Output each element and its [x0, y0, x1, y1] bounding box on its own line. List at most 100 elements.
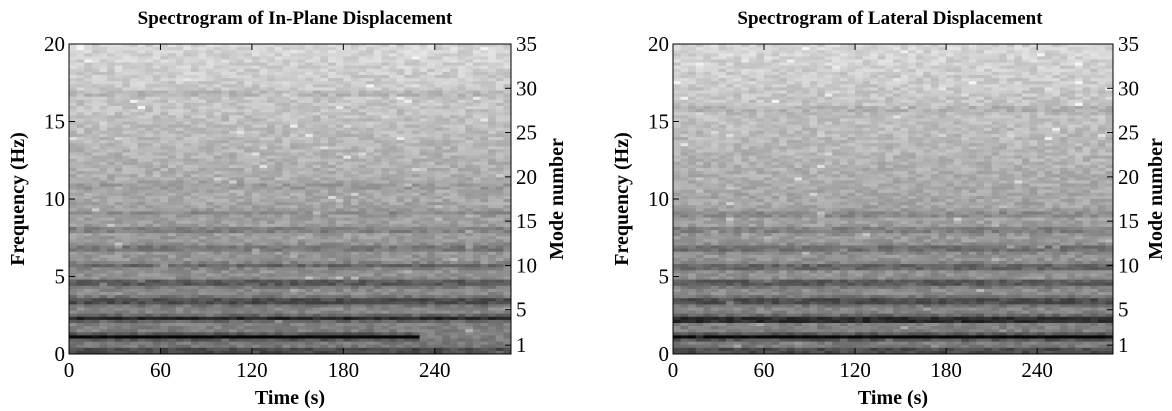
heatmap-cell: [457, 71, 466, 76]
heatmap-cell: [434, 183, 443, 187]
heatmap-cell: [434, 50, 443, 54]
heatmap-cell: [320, 174, 329, 178]
heatmap-cell: [335, 301, 344, 305]
heatmap-cell: [442, 171, 451, 175]
heatmap-cell: [183, 109, 192, 113]
heatmap-cell: [290, 124, 299, 129]
heatmap-cell: [472, 143, 481, 147]
heatmap-cell: [91, 177, 100, 181]
heatmap-cell: [427, 174, 436, 178]
heatmap-cell: [99, 84, 108, 88]
heatmap-cell: [175, 248, 184, 253]
heatmap-cell: [366, 223, 375, 228]
heatmap-cell: [457, 251, 466, 256]
heatmap-cell: [358, 174, 367, 178]
heatmap-cell: [251, 189, 260, 194]
heatmap-cell: [297, 133, 306, 138]
heatmap-cell: [229, 301, 238, 305]
heatmap-cell: [373, 78, 382, 82]
heatmap-cell: [465, 251, 474, 256]
heatmap-cell: [335, 276, 344, 280]
heatmap-cell: [168, 130, 177, 135]
heatmap-cell: [465, 217, 474, 222]
heatmap-cell: [183, 93, 192, 98]
heatmap-cell: [152, 112, 161, 116]
heatmap-cell: [328, 68, 337, 73]
heatmap-cell: [183, 56, 192, 60]
heatmap-cell: [480, 295, 489, 299]
heatmap-cell: [244, 44, 253, 48]
heatmap-cell: [358, 106, 367, 110]
heatmap-cell: [221, 183, 230, 187]
heatmap-cell: [290, 81, 299, 85]
heatmap-cell: [137, 130, 146, 135]
heatmap-cell: [244, 307, 253, 311]
heatmap-cell: [305, 248, 314, 253]
heatmap-cell: [282, 127, 291, 132]
heatmap-cell: [236, 295, 245, 299]
heatmap-cell: [396, 282, 405, 287]
heatmap-cell: [480, 143, 489, 147]
heatmap-cell: [419, 47, 428, 51]
heatmap-cell: [183, 161, 192, 166]
heatmap-cell: [206, 44, 215, 48]
heatmap-cell: [244, 93, 253, 98]
heatmap-cell: [152, 186, 161, 191]
heatmap-cell: [472, 183, 481, 187]
heatmap-cell: [122, 242, 131, 246]
heatmap-cell: [366, 220, 375, 225]
heatmap-cell: [198, 50, 207, 54]
heatmap-cell: [457, 53, 466, 57]
heatmap-cell: [244, 186, 253, 191]
heatmap-cell: [259, 127, 268, 132]
heatmap-cell: [312, 118, 321, 122]
heatmap-cell: [107, 121, 116, 125]
heatmap-cell: [229, 71, 238, 76]
heatmap-cell: [267, 192, 276, 197]
heatmap-cell: [198, 174, 207, 178]
heatmap-cell: [274, 127, 283, 132]
heatmap-cell: [213, 298, 222, 302]
heatmap-cell: [350, 226, 359, 231]
heatmap-cell: [488, 75, 497, 79]
heatmap-cell: [381, 168, 390, 172]
heatmap-cell: [84, 137, 93, 141]
heatmap-cell: [160, 109, 169, 113]
heatmap-cell: [450, 68, 459, 73]
heatmap-cell: [84, 53, 93, 57]
heatmap-cell: [244, 161, 253, 166]
heatmap-cell: [320, 44, 329, 48]
heatmap-cell: [335, 223, 344, 228]
heatmap-cell: [107, 90, 116, 94]
heatmap-cell: [259, 65, 268, 70]
heatmap-cell: [312, 282, 321, 287]
heatmap-cell: [419, 202, 428, 206]
heatmap-cell: [472, 78, 481, 82]
heatmap-cell: [472, 75, 481, 79]
heatmap-cell: [343, 251, 352, 256]
heatmap-cell: [69, 205, 78, 209]
heatmap-cell: [472, 180, 481, 184]
heatmap-cell: [190, 78, 199, 82]
heatmap-cell: [404, 192, 413, 197]
heatmap-cell: [312, 96, 321, 101]
heatmap-cell: [69, 208, 78, 212]
heatmap-cell: [76, 109, 85, 113]
heatmap-cell: [450, 62, 459, 67]
heatmap-cell: [366, 180, 375, 184]
heatmap-cell: [198, 93, 207, 98]
heatmap-cell: [76, 93, 85, 98]
heatmap-cell: [190, 174, 199, 178]
heatmap-cell: [282, 164, 291, 169]
heatmap-cell: [442, 56, 451, 60]
heatmap-cell: [480, 304, 489, 308]
heatmap-cell: [495, 298, 504, 302]
heatmap-cell: [495, 304, 504, 308]
heatmap-cell: [259, 143, 268, 147]
heatmap-cell: [107, 233, 116, 237]
heatmap-cell: [175, 44, 184, 48]
heatmap-cell: [427, 211, 436, 215]
heatmap-cell: [305, 168, 314, 172]
heatmap-cell: [107, 279, 116, 284]
heatmap-cell: [434, 106, 443, 110]
